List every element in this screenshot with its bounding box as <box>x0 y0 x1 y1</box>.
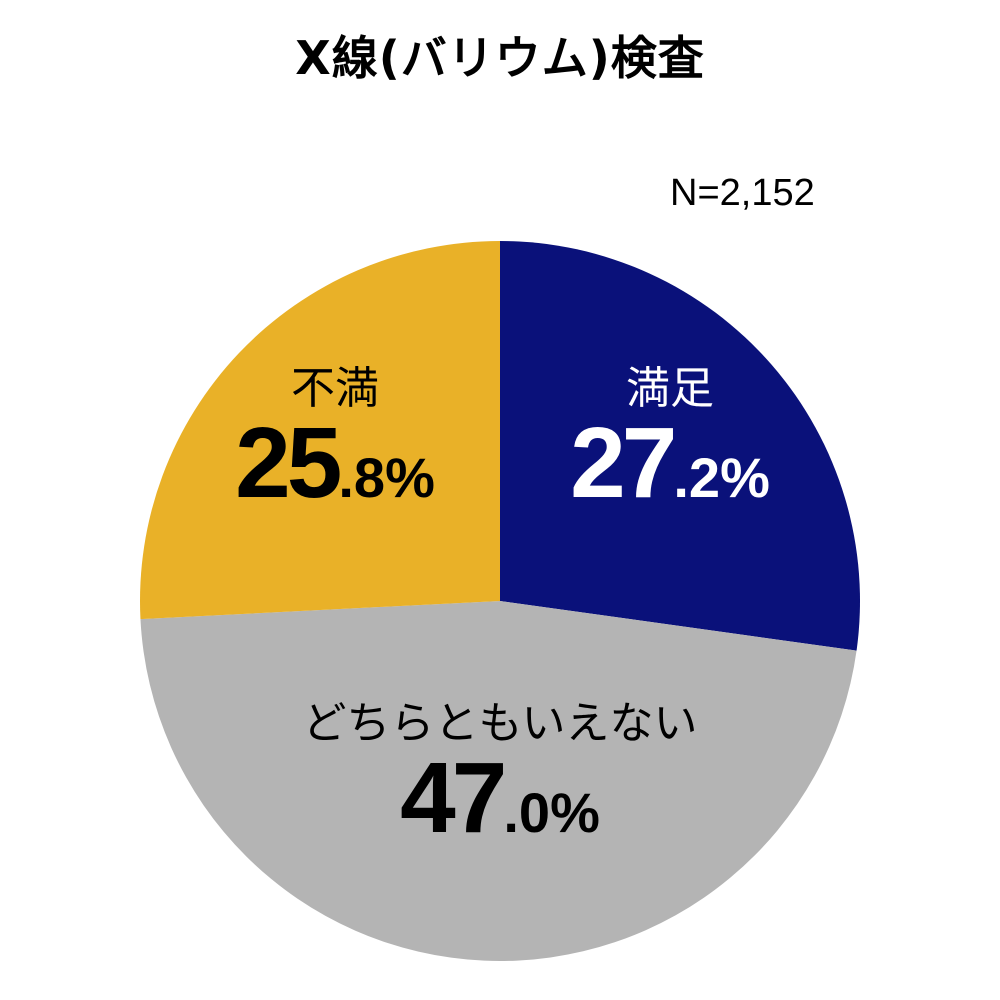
slice-label-0: 満足 27.2% <box>570 363 770 513</box>
pie-slice-1 <box>140 601 857 962</box>
value-decimal-part: .2% <box>673 446 770 510</box>
slice-label-1: どちらともいえない 47.0% <box>302 698 698 848</box>
pie-slice-0 <box>500 241 860 651</box>
slice-category-label: 不満 <box>290 363 379 414</box>
value-decimal-part: .0% <box>503 781 600 845</box>
value-integer-part: 47 <box>400 742 507 855</box>
slice-category-label: どちらともいえない <box>302 698 698 749</box>
chart-title: X線(バリウム)検査 <box>295 31 705 85</box>
value-integer-part: 25 <box>235 407 342 520</box>
value-decimal-part: .8% <box>338 446 435 510</box>
slice-category-label: 満足 <box>625 363 714 414</box>
slice-label-2: 不満 25.8% <box>235 363 435 513</box>
value-integer-part: 27 <box>570 407 677 520</box>
sample-size-label: N=2,152 <box>670 172 815 214</box>
slice-value-label: 25.8% <box>235 413 435 513</box>
pie-slice-2 <box>140 241 501 620</box>
slice-value-label: 27.2% <box>570 413 770 513</box>
slice-value-label: 47.0% <box>302 748 697 848</box>
